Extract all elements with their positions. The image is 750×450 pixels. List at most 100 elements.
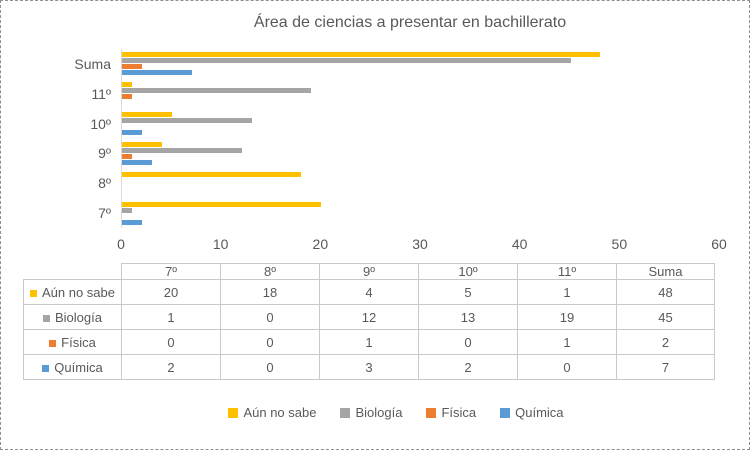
series-label-fisica: Física [61, 334, 96, 350]
x-axis-tick-label-40: 40 [511, 236, 528, 252]
table-column-header-8-: 8º [220, 263, 320, 280]
chart-legend: Aún no sabe Biología Física Química [41, 405, 749, 420]
legend-label-aun-no-sabe: Aún no sabe [243, 405, 317, 420]
category-axis-line [121, 49, 122, 228]
bar-biologia-9- [122, 147, 242, 153]
table-cell-aun-no-sabe-8-: 18 [220, 279, 320, 305]
table-cell-biologia-10-: 13 [418, 304, 518, 330]
table-cell-aun-no-sabe-suma: 48 [616, 279, 715, 305]
y-axis-label-7-: 7º [98, 205, 111, 222]
y-axis-label-11-: 11º [91, 85, 111, 102]
y-axis-label-suma: Suma [74, 55, 111, 72]
table-row-biologia: Biología 1 0 12 13 19 45 [23, 304, 715, 330]
x-axis-tick-label-0: 0 [117, 236, 125, 252]
legend-label-fisica: Física [441, 405, 477, 420]
table-cell-fisica-10-: 0 [418, 329, 518, 355]
table-column-header-suma: Suma [616, 263, 715, 280]
bar-biologia-11- [122, 88, 312, 94]
bar-fisica-suma [122, 64, 142, 70]
legend-item-biologia: Biología [340, 405, 402, 420]
table-cell-quimica-11-: 0 [517, 354, 617, 380]
bar-group-9- [122, 139, 242, 169]
bar-group-10- [122, 109, 252, 139]
table-cell-fisica-7-: 0 [121, 329, 221, 355]
series-color-swatch-aun-no-sabe [29, 289, 37, 297]
bar-group-suma [122, 49, 601, 79]
bar-aun-no-sabe-10- [122, 112, 172, 118]
table-row-fisica: Física 0 0 1 0 1 2 [23, 329, 715, 355]
chart-title: Área de ciencias a presentar en bachille… [253, 14, 567, 31]
x-axis-tick-label-20: 20 [312, 236, 329, 252]
bar-biologia-suma [122, 58, 571, 64]
table-column-header-7-: 7º [121, 263, 221, 280]
legend-item-fisica: Física [426, 405, 476, 420]
table-cell-fisica-11-: 1 [517, 329, 617, 355]
legend-item-aun-no-sabe: Aún no sabe [228, 405, 316, 420]
table-cell-quimica-suma: 7 [616, 354, 715, 380]
table-cell-fisica-suma: 2 [616, 329, 715, 355]
table-column-header-11-: 11º [517, 263, 617, 280]
legend-swatch-biologia [340, 407, 351, 418]
bar-biologia-7- [122, 207, 132, 213]
table-header-row: 7º 8º 9º 10º 11º Suma [24, 263, 715, 280]
series-color-swatch-fisica [49, 339, 57, 347]
bar-group-7- [122, 198, 322, 228]
bar-aun-no-sabe-7- [122, 201, 322, 207]
series-label-cell-fisica: Física [23, 329, 122, 355]
legend-item-quimica: Química [500, 405, 564, 420]
x-axis-tick-label-10: 10 [212, 236, 229, 252]
y-axis-label-10-: 10º [90, 115, 111, 132]
bar-fisica-11- [122, 94, 132, 100]
series-label-cell-aun-no-sabe: Aún no sabe [23, 279, 122, 305]
series-label-aun-no-sabe: Aún no sabe [41, 284, 115, 300]
table-cell-biologia-9-: 12 [319, 304, 419, 330]
x-axis-tick-label-50: 50 [611, 236, 628, 252]
legend-label-quimica: Química [515, 405, 564, 420]
legend-swatch-aun-no-sabe [228, 407, 239, 418]
bar-aun-no-sabe-8- [122, 171, 302, 177]
table-row-quimica: Química 2 0 3 2 0 7 [23, 354, 715, 380]
series-label-quimica: Química [54, 359, 103, 375]
bar-quimica-10- [122, 130, 142, 136]
table-cell-quimica-7-: 2 [121, 354, 221, 380]
table-cell-aun-no-sabe-7-: 20 [121, 279, 221, 305]
bar-group-8- [122, 168, 302, 198]
table-cell-quimica-10-: 2 [418, 354, 518, 380]
table-cell-quimica-8-: 0 [220, 354, 320, 380]
bar-aun-no-sabe-9- [122, 141, 162, 147]
bar-biologia-10- [122, 118, 252, 124]
table-cell-aun-no-sabe-9-: 4 [319, 279, 419, 305]
legend-swatch-quimica [500, 407, 511, 418]
series-label-cell-biologia: Biología [23, 304, 122, 330]
data-table: 7º 8º 9º 10º 11º Suma Aún no sabe 20 18 4 5 1 48 Biol… [23, 263, 715, 380]
table-cell-biologia-suma: 45 [616, 304, 715, 330]
bar-aun-no-sabe-11- [122, 82, 132, 88]
table-cell-biologia-7-: 1 [121, 304, 221, 330]
series-color-swatch-biologia [43, 314, 50, 322]
table-column-header-9-: 9º [319, 263, 419, 280]
legend-swatch-fisica [426, 407, 437, 418]
bar-quimica-9- [122, 159, 152, 165]
table-column-header-10-: 10º [418, 263, 518, 280]
bar-group-11- [122, 79, 312, 109]
series-color-swatch-quimica [42, 364, 50, 372]
table-cell-biologia-8-: 0 [220, 304, 320, 330]
bar-quimica-suma [122, 70, 192, 76]
bar-quimica-7- [122, 219, 142, 225]
x-axis-tick-label-30: 30 [412, 236, 428, 252]
table-cell-fisica-8-: 0 [220, 329, 320, 355]
table-cell-quimica-9-: 3 [319, 354, 419, 380]
legend-label-biologia: Biología [355, 405, 403, 420]
table-cell-aun-no-sabe-11-: 1 [517, 279, 617, 305]
y-axis-label-9-: 9º [98, 145, 111, 162]
x-axis-tick-label-60: 60 [711, 236, 727, 252]
bar-aun-no-sabe-suma [122, 52, 601, 58]
table-corner-blank-cell [24, 264, 122, 280]
table-cell-fisica-9-: 1 [319, 329, 419, 355]
y-axis-label-8-: 8º [98, 175, 111, 192]
series-label-biologia: Biología [55, 309, 102, 325]
series-label-cell-quimica: Química [23, 354, 122, 380]
bar-fisica-9- [122, 153, 132, 159]
table-row-aun-no-sabe: Aún no sabe 20 18 4 5 1 48 [23, 279, 715, 305]
